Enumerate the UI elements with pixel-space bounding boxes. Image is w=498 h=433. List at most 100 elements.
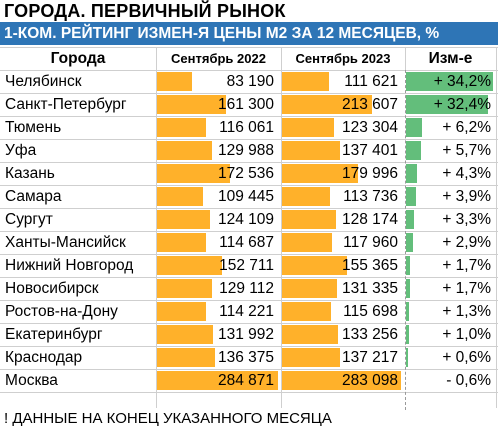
row-divider — [0, 369, 498, 370]
price-2023-bar — [282, 325, 339, 344]
row-divider — [0, 208, 498, 209]
price-2023-bar — [282, 141, 340, 160]
price-2023-value: 113 736 — [343, 188, 398, 205]
change-value: + 3,9% — [442, 188, 491, 205]
city-name: Ростов-на-Дону — [5, 303, 118, 320]
city-name: Тюмень — [5, 119, 62, 136]
row-divider — [0, 323, 498, 324]
change-cell: - 0,6% — [406, 369, 495, 392]
price-2022-value: 129 988 — [217, 142, 274, 159]
price-2023-cell: 155 365 — [282, 254, 404, 277]
table-row: Казань 172 536 179 996 + 4,3% — [0, 162, 498, 185]
change-bar — [406, 279, 411, 298]
column-divider — [281, 47, 282, 408]
table-row: Ростов-на-Дону 114 221 115 698 + 1,3% — [0, 300, 498, 323]
price-2023-value: 213 607 — [341, 96, 398, 113]
change-bar — [406, 210, 415, 229]
price-2022-cell: 161 300 — [157, 93, 280, 116]
row-divider — [0, 300, 498, 301]
price-2022-bar — [157, 118, 207, 137]
column-divider — [496, 47, 497, 408]
row-divider — [0, 254, 498, 255]
price-2023-value: 179 996 — [341, 165, 398, 182]
table-row: Ханты-Мансийск 114 687 117 960 + 2,9% — [0, 231, 498, 254]
change-cell: + 5,7% — [406, 139, 495, 162]
change-bar — [406, 118, 422, 137]
price-2022-cell: 114 221 — [157, 300, 280, 323]
header-sep-2022: Сентябрь 2022 — [171, 51, 266, 66]
row-divider — [0, 277, 498, 278]
price-2022-value: 152 711 — [219, 257, 274, 274]
price-2022-cell: 172 536 — [157, 162, 280, 185]
price-2023-value: 111 621 — [344, 73, 398, 90]
table-row: Екатеринбург 131 992 133 256 + 1,0% — [0, 323, 498, 346]
city-name: Краснодар — [5, 349, 83, 366]
table-row: Санкт-Петербург 161 300 213 607 + 32,4% — [0, 93, 498, 116]
row-divider — [0, 392, 498, 393]
price-2022-value: 114 687 — [219, 234, 274, 251]
price-2023-bar — [282, 371, 402, 390]
price-2023-value: 115 698 — [343, 303, 398, 320]
row-divider — [0, 185, 498, 186]
price-2022-cell: 152 711 — [157, 254, 280, 277]
price-2022-value: 136 375 — [217, 349, 274, 366]
zero-axis-line — [405, 70, 406, 410]
price-2023-bar — [282, 72, 330, 91]
price-2022-value: 124 109 — [217, 211, 274, 228]
price-2023-bar — [282, 164, 358, 183]
change-value: + 5,7% — [442, 142, 491, 159]
price-2023-value: 123 304 — [341, 119, 398, 136]
footnote: ! ДАННЫЕ НА КОНЕЦ УКАЗАННОГО МЕСЯЦА — [4, 410, 332, 427]
change-value: - 0,6% — [446, 372, 491, 389]
price-2022-bar — [157, 210, 210, 229]
price-2022-bar — [157, 256, 222, 275]
price-2022-cell: 136 375 — [157, 346, 280, 369]
price-2022-cell: 124 109 — [157, 208, 280, 231]
table-row: Нижний Новгород 152 711 155 365 + 1,7% — [0, 254, 498, 277]
city-name: Самара — [5, 188, 62, 205]
table-subtitle: 1-КОМ. РЕЙТИНГ ИЗМЕН-Я ЦЕНЫ М2 ЗА 12 МЕС… — [0, 22, 498, 45]
price-2022-cell: 83 190 — [157, 70, 280, 93]
change-bar — [406, 256, 411, 275]
change-bar — [406, 348, 408, 367]
price-2022-bar — [157, 348, 215, 367]
price-2023-cell: 179 996 — [282, 162, 404, 185]
price-2022-bar — [157, 164, 231, 183]
price-2023-cell: 213 607 — [282, 93, 404, 116]
price-2023-value: 283 098 — [341, 372, 398, 389]
column-divider — [156, 47, 157, 408]
change-value: + 1,0% — [442, 326, 491, 343]
price-2023-cell: 283 098 — [282, 369, 404, 392]
price-2022-bar — [157, 95, 226, 114]
change-value: + 4,3% — [442, 165, 491, 182]
table-row: Новосибирск 129 112 131 335 + 1,7% — [0, 277, 498, 300]
price-2022-value: 83 190 — [226, 73, 274, 90]
price-2023-value: 133 256 — [341, 326, 398, 343]
change-cell: + 1,3% — [406, 300, 495, 323]
change-cell: + 0,6% — [406, 346, 495, 369]
price-2023-bar — [282, 256, 348, 275]
price-2022-value: 131 992 — [217, 326, 274, 343]
price-2023-value: 137 401 — [341, 142, 398, 159]
price-2022-bar — [157, 72, 193, 91]
row-divider — [0, 231, 498, 232]
change-cell: + 3,3% — [406, 208, 495, 231]
price-2022-bar — [157, 371, 278, 390]
price-2023-cell: 113 736 — [282, 185, 404, 208]
price-2022-cell: 114 687 — [157, 231, 280, 254]
price-2022-bar — [157, 279, 212, 298]
price-2023-bar — [282, 118, 334, 137]
header-change: Изм-е — [428, 50, 473, 67]
table-row: Краснодар 136 375 137 217 + 0,6% — [0, 346, 498, 369]
price-2023-bar — [282, 233, 332, 252]
change-value: + 1,7% — [442, 257, 491, 274]
table-row: Челябинск 83 190 111 621 + 34,2% — [0, 70, 498, 93]
change-bar — [406, 233, 414, 252]
price-2022-value: 109 445 — [217, 188, 274, 205]
table-row: Москва 284 871 283 098 - 0,6% — [0, 369, 498, 392]
city-name: Уфа — [5, 142, 37, 159]
price-2023-cell: 133 256 — [282, 323, 404, 346]
price-2023-value: 117 960 — [343, 234, 398, 251]
price-2022-bar — [157, 302, 206, 321]
table-row: Тюмень 116 061 123 304 + 6,2% — [0, 116, 498, 139]
